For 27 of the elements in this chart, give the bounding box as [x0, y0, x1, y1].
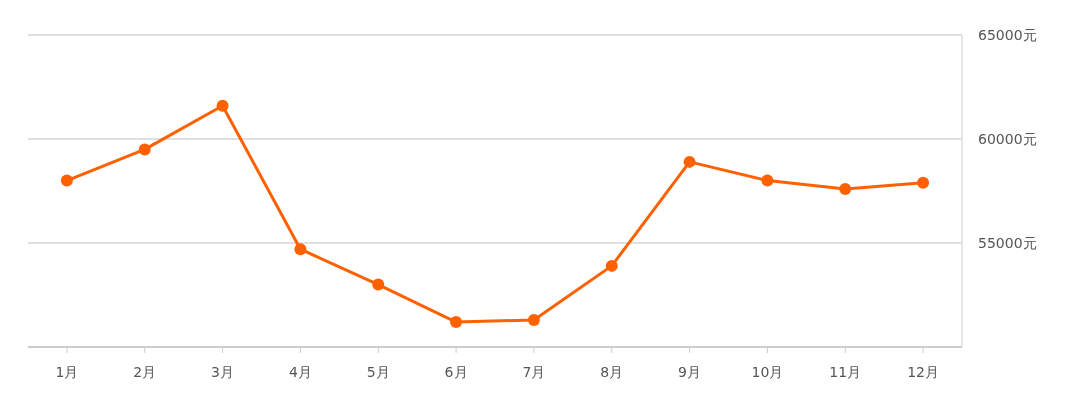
point [527, 313, 540, 326]
y-tick-label: 65000元 [978, 26, 1037, 43]
point [605, 259, 618, 272]
x-tick-label: 8月 [600, 364, 624, 380]
x-tick-label: 4月 [288, 364, 312, 380]
x-tick-label: 9月 [678, 364, 702, 380]
x-tick-label: 1月 [55, 364, 79, 380]
x-tick-label: 7月 [522, 364, 546, 380]
point [372, 278, 385, 291]
y-tick-label: 60000元 [978, 130, 1037, 147]
point [450, 316, 463, 329]
y-tick-label: 55000元 [978, 234, 1037, 251]
x-tick-label: 6月 [444, 364, 468, 380]
x-tick-label: 12月 [907, 364, 939, 380]
point [917, 176, 930, 189]
point [294, 243, 307, 256]
point [138, 143, 151, 156]
point [839, 182, 852, 195]
point [761, 174, 774, 187]
x-tick-label: 5月 [366, 364, 390, 380]
point [216, 99, 229, 112]
x-tick-label: 10月 [751, 364, 784, 380]
point [60, 174, 73, 187]
point [683, 155, 696, 168]
x-tick-label: 2月 [133, 364, 157, 380]
x-tick-label: 11月 [829, 364, 862, 380]
x-tick-label: 3月 [211, 364, 235, 380]
